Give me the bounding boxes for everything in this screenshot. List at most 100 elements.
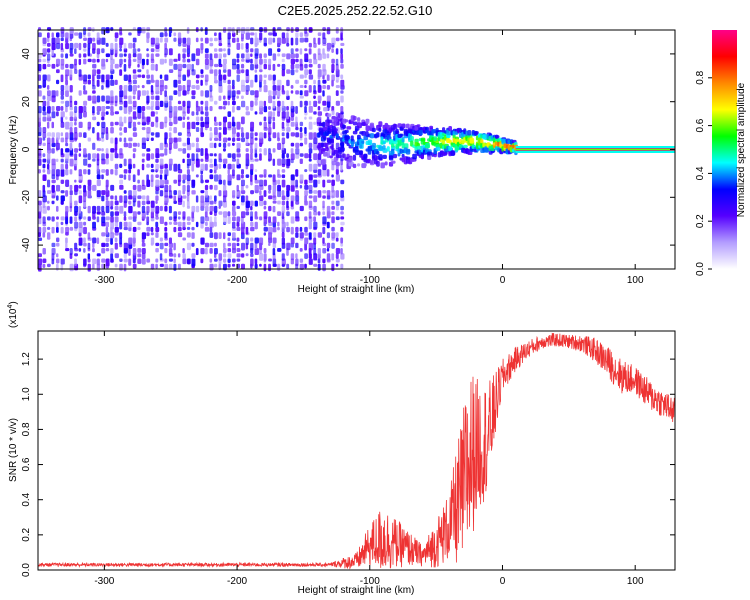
spectrogram-noise-cell — [326, 179, 332, 184]
spectrogram-noise-cell — [299, 74, 304, 79]
spectrogram-noise-cell — [128, 226, 132, 232]
spectrogram-noise-cell — [182, 53, 186, 59]
spectrogram-noise-cell — [272, 116, 276, 122]
spectrogram-noise-cell — [250, 79, 254, 88]
spectrogram-noise-cell — [123, 74, 128, 81]
spectrogram-noise-cells — [38, 27, 345, 272]
spectrogram-noise-cell — [313, 211, 318, 216]
spectrogram-noise-cell — [83, 200, 87, 208]
spectrogram-noise-cell — [272, 200, 277, 204]
spectrogram-noise-cell — [295, 195, 300, 202]
spectrogram-noise-cell — [245, 211, 250, 216]
spectrogram-noise-cell — [313, 216, 317, 222]
spectrogram-noise-cell — [146, 174, 149, 181]
spectrogram-noise-cell — [259, 74, 263, 82]
spectrogram-noise-cell — [159, 242, 164, 250]
spectrogram-noise-cell — [218, 232, 222, 240]
spectrogram-noise-cell — [331, 232, 336, 239]
spectrogram-noise-cell — [105, 169, 109, 176]
spectrogram-noise-cell — [146, 121, 150, 125]
spectrogram-noise-cell — [335, 63, 339, 72]
spectrogram-signal-cell — [352, 121, 358, 126]
spectrogram-noise-cell — [159, 263, 164, 267]
spectrogram-noise-cell — [340, 205, 344, 211]
spectrogram-noise-cell — [78, 90, 82, 96]
spectrogram-noise-cell — [281, 232, 285, 238]
spectrogram-noise-cell — [51, 37, 56, 45]
spectrogram-noise-cell — [96, 258, 100, 266]
spectrogram-noise-cell — [286, 69, 291, 74]
spectrogram-noise-cell — [182, 174, 187, 180]
spectrogram-signal-cell — [382, 145, 386, 150]
spectrogram-signal-cell — [352, 163, 357, 169]
snr-x-tick-label: 0 — [500, 576, 506, 587]
snr-y-tick-label: 0.4 — [21, 492, 32, 506]
spectrogram-signal-cell — [329, 145, 334, 149]
spectrogram-noise-cell — [304, 169, 308, 173]
spectrogram-noise-cell — [241, 85, 246, 92]
spectrogram-noise-cell — [60, 258, 65, 265]
spectrogram-noise-cell — [308, 179, 313, 184]
spectrogram-noise-cell — [313, 100, 318, 107]
spectrogram-noise-cell — [114, 32, 119, 39]
spectrogram-signal-cell — [427, 155, 432, 161]
spectrogram-noise-cell — [51, 169, 56, 176]
spectrogram-noise-cell — [268, 48, 273, 56]
spectrogram-signal-cell — [369, 122, 375, 128]
spectrogram-noise-cell — [232, 169, 235, 177]
spectrogram-noise-cell — [191, 226, 195, 231]
spectrogram-noise-cell — [195, 121, 200, 126]
spectrogram-noise-cell — [123, 263, 127, 272]
spectrogram-noise-cell — [232, 153, 236, 160]
spectrogram-noise-cell — [272, 158, 276, 167]
spectrogram-noise-cell — [110, 248, 114, 254]
spectrogram-noise-cell — [322, 226, 326, 235]
spectrogram-noise-cell — [51, 163, 56, 170]
spectrogram-signal-cell — [382, 154, 387, 160]
spectrogram-noise-cell — [277, 37, 282, 46]
spectrogram-noise-cell — [259, 190, 262, 196]
spectrogram-noise-cell — [114, 253, 119, 259]
spectrogram-signal-cell — [342, 153, 346, 158]
spectrogram-noise-cell — [290, 37, 294, 46]
spectrogram-noise-cell — [268, 263, 271, 272]
spectrogram-noise-cell — [195, 195, 199, 203]
spectrogram-noise-cell — [74, 58, 77, 66]
spectrogram-noise-cell — [277, 211, 282, 216]
spectrogram-noise-cell — [272, 37, 276, 43]
spectrogram-noise-cell — [155, 195, 159, 202]
spectrogram-noise-cell — [92, 42, 96, 51]
spectrogram-noise-cell — [164, 37, 169, 43]
spectrogram-noise-cell — [159, 121, 164, 130]
spectrogram-x-tick-label: 0 — [500, 275, 506, 286]
spectrogram-noise-cell — [250, 106, 254, 111]
spectrogram-noise-cell — [42, 258, 47, 264]
spectrogram-noise-cell — [295, 258, 299, 267]
spectrogram-noise-cell — [87, 179, 92, 186]
spectrogram-noise-cell — [245, 111, 250, 116]
spectrogram-noise-cell — [177, 132, 182, 136]
spectrogram-noise-cell — [92, 69, 97, 76]
spectrogram-noise-cell — [92, 258, 97, 265]
spectrogram-noise-cell — [168, 248, 173, 255]
spectrogram-noise-cell — [114, 121, 119, 126]
spectrogram-noise-cell — [290, 148, 294, 154]
spectrogram-noise-cell — [290, 195, 295, 202]
spectrogram-noise-cell — [87, 37, 92, 44]
spectrogram-noise-cell — [272, 174, 276, 183]
spectrogram-noise-cell — [200, 248, 205, 255]
spectrogram-noise-cell — [110, 63, 114, 72]
spectrogram-noise-cell — [137, 106, 142, 114]
spectrogram-signal-cell — [329, 155, 333, 159]
spectrogram-noise-cell — [110, 195, 114, 200]
spectrogram-noise-cell — [232, 211, 237, 217]
spectrogram-noise-cell — [272, 216, 277, 224]
spectrogram-noise-cell — [123, 158, 127, 167]
spectrogram-noise-cell — [263, 53, 267, 58]
spectrogram-noise-cell — [268, 190, 271, 194]
spectrogram-noise-cell — [331, 205, 335, 210]
spectrogram-noise-cell — [137, 169, 140, 176]
spectrogram-noise-cell — [204, 37, 209, 44]
spectrogram-noise-cell — [254, 132, 258, 137]
spectrogram-signal-cell — [401, 153, 405, 158]
